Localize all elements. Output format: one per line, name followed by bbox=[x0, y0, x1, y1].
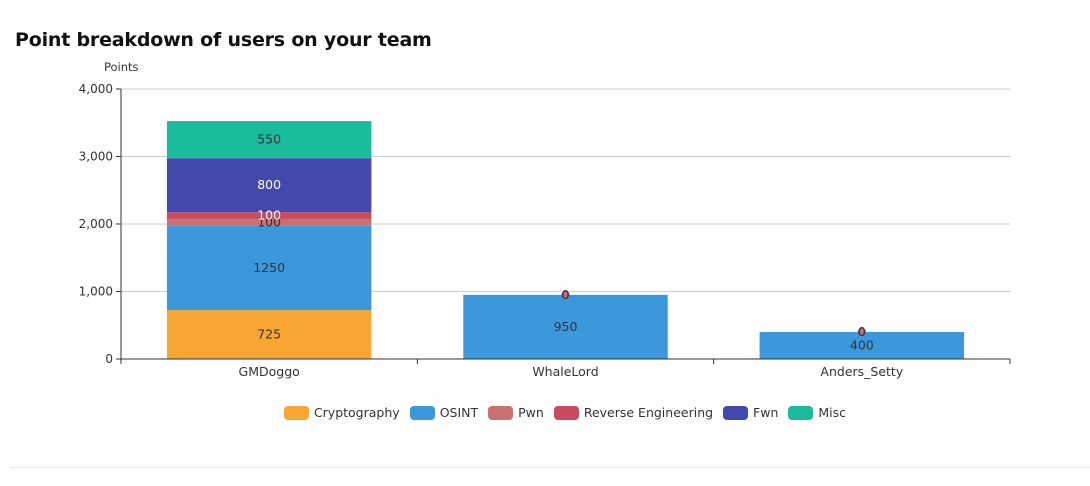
legend-swatch bbox=[553, 405, 579, 420]
legend-item[interactable]: Reverse Engineering bbox=[553, 405, 714, 420]
data-label: 550 bbox=[257, 132, 281, 147]
y-tick-label: 0 bbox=[105, 352, 113, 366]
data-label: 100 bbox=[257, 208, 281, 223]
legend-item[interactable]: Cryptography bbox=[283, 405, 400, 420]
legend-item[interactable]: OSINT bbox=[409, 405, 479, 420]
legend-label: Reverse Engineering bbox=[583, 405, 714, 420]
y-axis-label: Points bbox=[104, 60, 139, 74]
bar-segment[interactable] bbox=[166, 121, 372, 159]
legend-swatch bbox=[788, 405, 814, 420]
stacked-bar-chart: Points 0 1,000 2,000 3,000 4,000 GMDoggo Whale… bbox=[79, 60, 1011, 379]
legend-swatch bbox=[723, 405, 749, 420]
bars bbox=[166, 121, 965, 359]
bar-segment[interactable] bbox=[166, 212, 372, 219]
data-label: 725 bbox=[257, 327, 281, 342]
x-tick-label: GMDoggo bbox=[239, 364, 300, 379]
divider bbox=[10, 467, 1090, 468]
y-tick-label: 4,000 bbox=[79, 82, 113, 96]
data-label: 100 bbox=[257, 214, 281, 229]
bar-segment[interactable] bbox=[166, 310, 372, 359]
y-tick-label: 1,000 bbox=[79, 285, 113, 299]
axes: 0 1,000 2,000 3,000 4,000 GMDoggo WhaleLord And… bbox=[79, 82, 1011, 379]
legend-label: Pwn bbox=[518, 405, 544, 420]
data-label: 0 bbox=[858, 324, 866, 339]
legend-label: Cryptography bbox=[313, 405, 400, 420]
bar-segment[interactable] bbox=[166, 218, 372, 226]
legend-item[interactable]: Pwn bbox=[488, 405, 544, 420]
zero-segment-marker[interactable] bbox=[561, 290, 570, 299]
x-tick-label: Anders_Setty bbox=[820, 364, 903, 379]
data-label: 1250 bbox=[253, 260, 285, 275]
x-tick-label: WhaleLord bbox=[532, 364, 598, 379]
legend-swatch bbox=[283, 405, 309, 420]
legend-label: Fwn bbox=[753, 405, 779, 420]
bar-segment[interactable] bbox=[166, 158, 372, 213]
data-label: 800 bbox=[257, 177, 281, 192]
y-tick-label: 2,000 bbox=[79, 217, 113, 231]
legend-item[interactable]: Fwn bbox=[723, 405, 778, 420]
data-label: 400 bbox=[850, 338, 874, 353]
bar-segment[interactable] bbox=[463, 294, 668, 359]
legend-swatch bbox=[488, 405, 514, 420]
bar-segment[interactable] bbox=[166, 225, 372, 311]
data-label: 950 bbox=[554, 319, 578, 334]
zero-segment-marker[interactable] bbox=[857, 328, 866, 336]
chart-title: Point breakdown of users on your team bbox=[15, 29, 432, 51]
y-tick-label: 3,000 bbox=[79, 150, 113, 164]
data-label: 0 bbox=[562, 287, 570, 302]
legend: Cryptography OSINT Pwn Reverse Engineering F… bbox=[0, 405, 1090, 420]
legend-swatch bbox=[409, 405, 435, 420]
legend-label: OSINT bbox=[439, 405, 479, 420]
legend-label: Misc bbox=[818, 405, 847, 420]
legend-item[interactable]: Misc bbox=[788, 405, 846, 420]
bar-segment[interactable] bbox=[759, 332, 965, 359]
